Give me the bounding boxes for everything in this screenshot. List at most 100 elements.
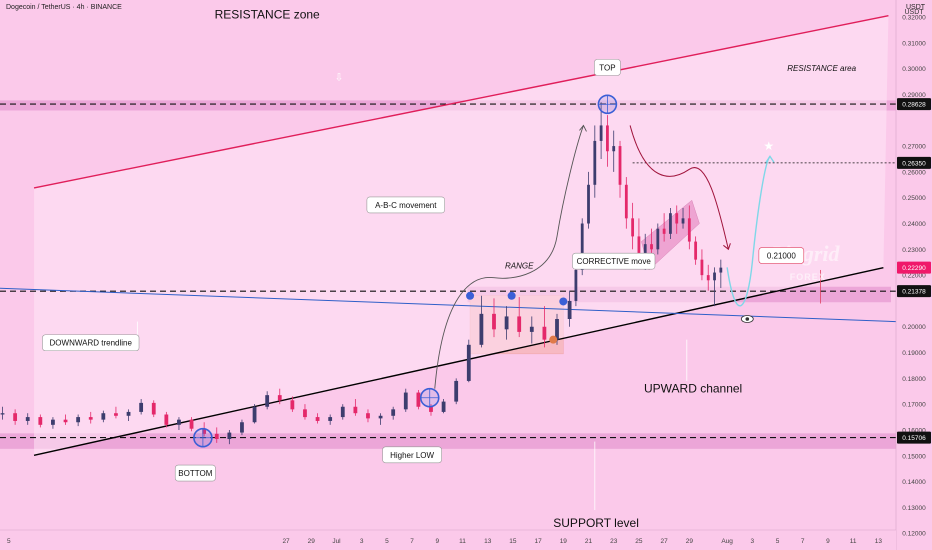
candle-body [13, 413, 18, 421]
corrective-curve [629, 125, 729, 250]
annotation-support-level: SUPPORT level [553, 516, 639, 530]
range-touch-dot [559, 297, 568, 306]
candle-body [669, 213, 672, 234]
candle-body [366, 413, 370, 419]
candle-body [340, 406, 345, 418]
price-tick-label: 0.16000 [902, 427, 926, 434]
callout-text: CORRECTIVE move [577, 257, 652, 266]
candle-body [101, 413, 106, 420]
candle-body [353, 406, 358, 414]
price-tag-text: 0.21378 [902, 289, 926, 296]
candle-body [656, 228, 660, 250]
candle-body [51, 419, 55, 425]
candle-body [76, 417, 81, 423]
snail-icon [549, 335, 558, 344]
time-tick-label: 29 [308, 538, 316, 545]
candle-body [643, 244, 647, 255]
candle-body [555, 319, 559, 340]
callout-box [382, 446, 442, 464]
candle-body [38, 417, 43, 425]
time-tick-label: 21 [585, 538, 593, 545]
candle-body [542, 326, 547, 340]
callout-text: DOWNWARD trendline [50, 339, 133, 348]
price-tick-label: 0.25000 [902, 195, 926, 202]
candle-body [567, 300, 572, 320]
candle-body [574, 269, 578, 301]
price-tick-label: 0.15000 [902, 453, 926, 460]
range-touch-dot [466, 291, 475, 300]
price-tick-label: 0.32000 [902, 15, 926, 22]
price-tick-label: 0.31000 [902, 40, 926, 47]
callout-a-b-c-movement: A-B-C movement [366, 196, 445, 214]
candle-body [403, 392, 408, 410]
candle-body [706, 275, 710, 281]
price-tick-label: 0.22000 [902, 273, 926, 280]
time-tick-label: 5 [776, 538, 780, 545]
candle-body [252, 406, 257, 423]
candle-body [700, 259, 704, 276]
candle-body [277, 395, 282, 401]
time-tick-label: 13 [875, 538, 883, 545]
candle-body [315, 417, 320, 421]
price-tick-label: 0.30000 [902, 66, 926, 73]
price-tag-box [897, 156, 931, 169]
callout-text: A-B-C movement [375, 201, 437, 210]
callout-top: TOP [594, 59, 621, 76]
candle-body [517, 316, 522, 332]
price-tick-label: 0.18000 [902, 376, 926, 383]
candle-body [328, 417, 333, 421]
candle-body [580, 223, 584, 270]
time-tick-label: 23 [610, 538, 618, 545]
time-tick-label: Jul [332, 538, 341, 545]
annotation-resistance-area: RESISTANCE area [787, 64, 856, 73]
candle-body [650, 244, 653, 250]
candle-body [303, 409, 307, 418]
candle-body [139, 402, 144, 412]
time-tick-label: 3 [751, 538, 755, 545]
candle-body [675, 213, 679, 224]
candle-body [587, 184, 590, 224]
candle-body [606, 125, 609, 152]
candle-body [164, 414, 169, 425]
candle-body [290, 400, 295, 410]
callout-0-21000: 0.21000 [758, 247, 805, 264]
candle-body [504, 316, 509, 330]
abc-arrow-head [579, 124, 587, 132]
callout-downward-trendline: DOWNWARD trendline [42, 334, 140, 352]
time-tick-label: 7 [410, 538, 414, 545]
time-tick-label: 9 [826, 538, 830, 545]
annotation-range: RANGE [505, 262, 534, 271]
time-tick-label: 27 [661, 538, 669, 545]
support-band-zone [0, 433, 896, 449]
watermark-subtitle: FOREX [790, 272, 826, 282]
candle-body [492, 313, 496, 330]
time-tick-label: 7 [801, 538, 805, 545]
currency-label: USDT [906, 4, 926, 11]
price-tick-label: 0.26000 [902, 169, 926, 176]
callout-box [572, 252, 656, 270]
candle-body [719, 267, 723, 273]
callout-text: BOTTOM [178, 469, 212, 478]
callout-box [594, 59, 621, 76]
candle-body [202, 428, 207, 434]
upward-channel [33, 266, 884, 456]
markers-layer: ⇩ϟ [193, 72, 754, 543]
candle-body [694, 241, 698, 260]
candle-body [687, 218, 691, 242]
candle-body [240, 422, 244, 433]
price-tick-label: 0.12000 [902, 531, 926, 538]
callout-text: TOP [599, 63, 615, 72]
annotation-resistance-zone: RESISTANCE zone [215, 7, 320, 21]
candle-body [391, 409, 396, 416]
price-axis-strip [896, 0, 932, 550]
resistance-line [33, 15, 889, 189]
annotation-upward-channel: UPWARD channel [644, 382, 742, 396]
channel-fill [34, 15, 889, 456]
price-tag-text: 0.28628 [902, 102, 926, 109]
range-touch-dot [507, 291, 516, 300]
candle-body [429, 406, 433, 412]
candle-body [529, 326, 534, 332]
